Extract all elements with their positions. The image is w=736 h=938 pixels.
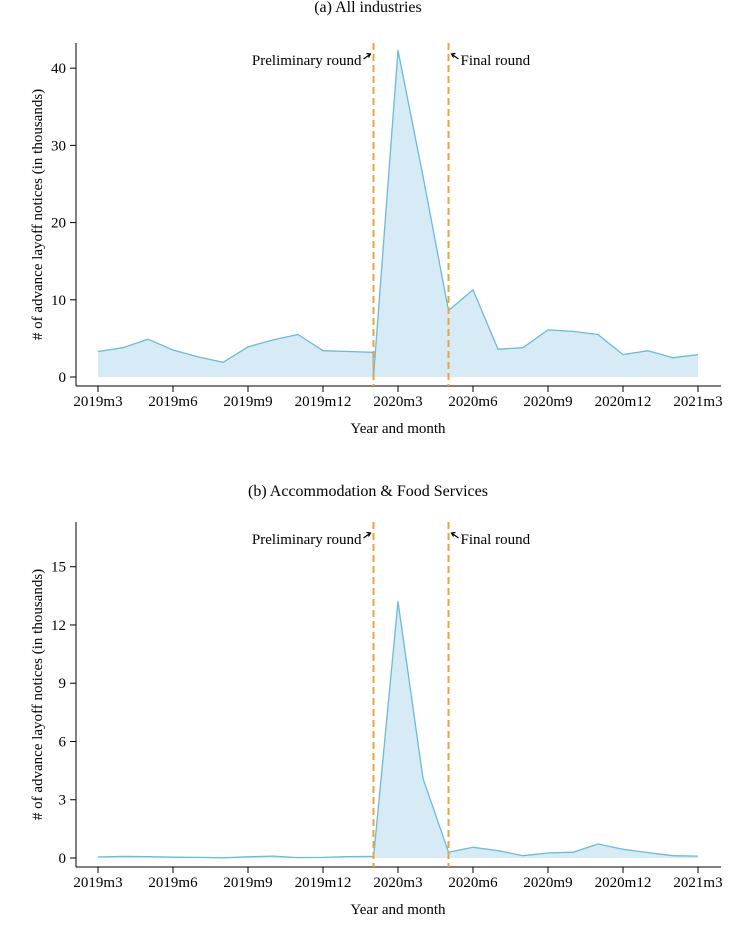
panel-b-x-tick-label: 2020m3 [373, 875, 422, 891]
panel-a-x-tick-label: 2019m12 [295, 394, 352, 410]
panel-a: (a) All industries 0 10 20 30 40 2019m3 2019m6 2… [30, 0, 723, 437]
panel-a-x-tick-label: 2020m9 [523, 394, 572, 410]
panel-a-y-tick-label: 20 [51, 216, 66, 232]
panel-b-final-label: Final round [461, 532, 531, 548]
panel-b-title: (b) Accommodation & Food Services [248, 483, 488, 500]
panel-b-x-tick-label: 2021m3 [673, 875, 722, 891]
panel-a-area-fill [98, 50, 698, 378]
panel-a-x-tick-label: 2019m6 [148, 394, 198, 410]
panel-b-x-tick-label: 2019m12 [295, 875, 352, 891]
panel-b-x-tick-label: 2019m3 [73, 875, 122, 891]
panel-a-y-axis-label: # of advance layoff notices (in thousand… [30, 89, 46, 340]
panel-a-y-tick-label: 0 [59, 370, 67, 386]
panel-b-x-tick-label: 2020m12 [595, 875, 652, 891]
panel-a-x-tick-label: 2019m9 [223, 394, 272, 410]
panel-b-final-arrowhead [450, 531, 456, 537]
panel-a-final-arrowhead [450, 52, 456, 58]
panel-b-y-tick-label: 9 [59, 676, 67, 692]
panel-b-x-axis-label: Year and month [350, 902, 446, 918]
panel-b-preliminary-label: Preliminary round [252, 532, 362, 548]
panel-a-x-axis-label: Year and month [350, 421, 446, 437]
panel-a-x-tick-label: 2020m3 [373, 394, 422, 410]
panel-a-preliminary-label: Preliminary round [252, 53, 362, 69]
panel-b-y-tick-label: 12 [51, 618, 66, 634]
panel-a-title: (a) All industries [314, 0, 422, 16]
panel-b-area-fill [98, 601, 698, 858]
panel-a-final-label: Final round [461, 53, 531, 69]
panel-a-series-line [97, 49, 699, 378]
panel-a-x-tick-label: 2020m6 [448, 394, 498, 410]
panel-a-y-tick-label: 10 [51, 293, 66, 309]
panel-b-x-tick-label: 2020m6 [448, 875, 498, 891]
panel-b-y-tick-label: 6 [59, 734, 67, 750]
panel-b-y-tick-label: 3 [59, 793, 67, 809]
panel-b-y-tick-label: 15 [51, 560, 66, 576]
panel-a-x-tick-label: 2019m3 [73, 394, 122, 410]
panel-b: (b) Accommodation & Food Services 0 3 6 9 12 1… [30, 483, 723, 918]
panel-b-y-tick-label: 0 [59, 851, 67, 867]
panel-a-x-tick-label: 2020m12 [595, 394, 652, 410]
panel-b-x-tick-label: 2020m9 [523, 875, 572, 891]
panel-b-x-tick-label: 2019m9 [223, 875, 272, 891]
panel-b-preliminary-arrowhead [366, 531, 372, 537]
panel-b-x-tick-label: 2019m6 [148, 875, 198, 891]
panel-a-y-tick-label: 30 [51, 138, 66, 154]
panel-a-x-tick-label: 2021m3 [673, 394, 722, 410]
panel-b-series-line [97, 601, 699, 859]
panel-b-y-axis-label: # of advance layoff notices (in thousand… [30, 569, 46, 820]
panel-a-preliminary-arrowhead [366, 52, 372, 58]
panel-a-y-tick-label: 40 [51, 61, 66, 77]
